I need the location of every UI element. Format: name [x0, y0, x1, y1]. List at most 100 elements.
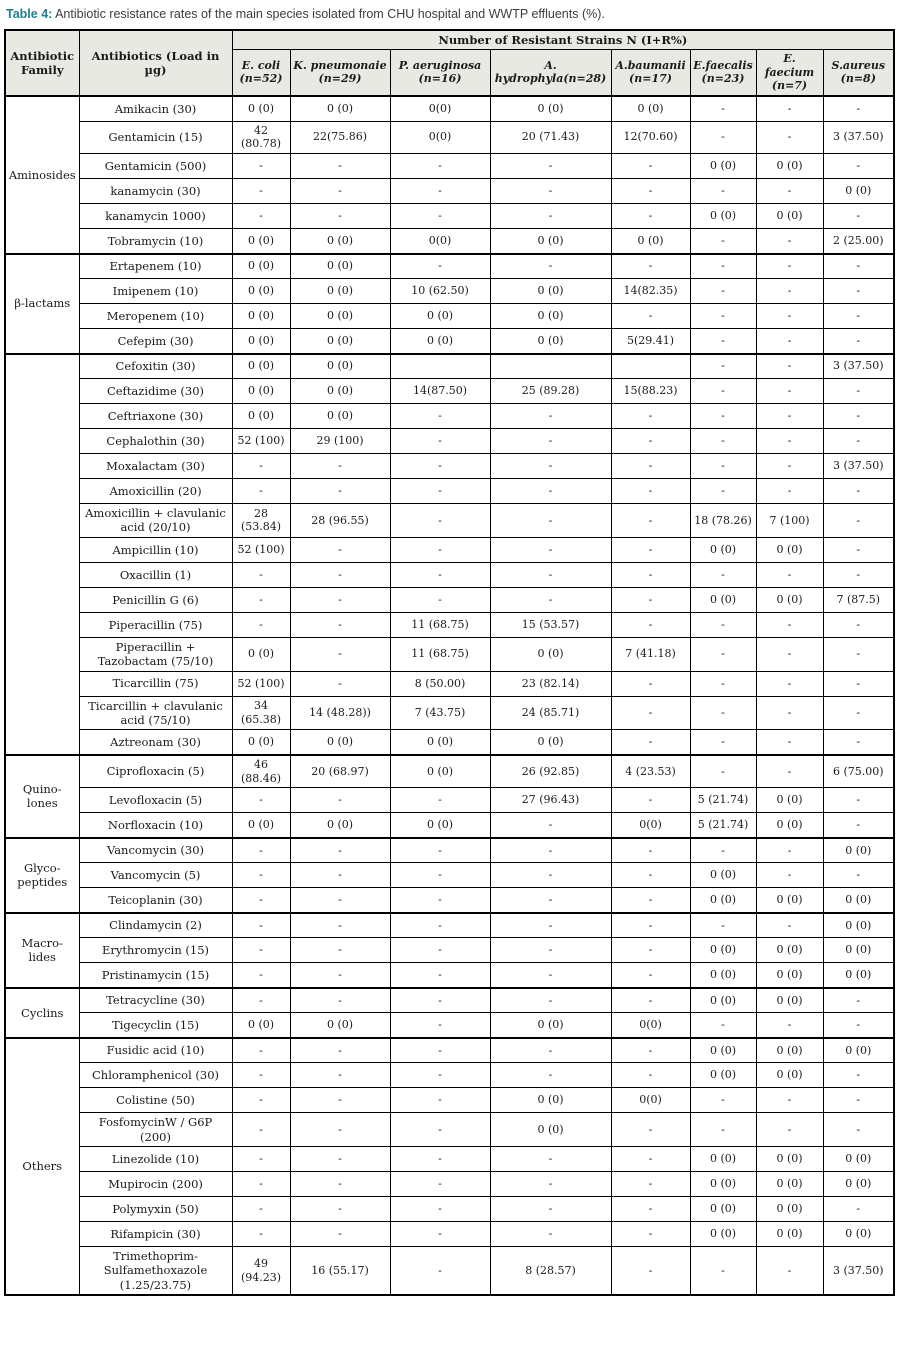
value-cell: -: [389, 1012, 491, 1039]
value-cell: 0 (0): [489, 95, 612, 122]
antibiotic-cell: Cephalothin (30): [78, 428, 233, 454]
value-cell: -: [489, 812, 612, 839]
value-cell: -: [289, 1171, 391, 1197]
value-cell: -: [610, 1171, 691, 1197]
value-cell: 0(0): [389, 95, 491, 122]
value-cell: 0 (0): [289, 303, 391, 329]
value-cell: -: [822, 1087, 895, 1114]
value-cell: -: [755, 695, 824, 731]
value-cell: -: [489, 1221, 612, 1247]
value-cell: 0 (0): [489, 636, 612, 672]
value-cell: 0 (0): [822, 1146, 895, 1172]
table-row: Others Fusidic acid (10) - - - - -0 (0) 0 (0) 0 …: [4, 1036, 895, 1296]
table-row: Tigecyclin (15) 0 (0) 0 (0) -0 (0) 0(0) - - -: [5, 1012, 895, 1039]
value-cell: -: [289, 862, 391, 889]
value-cell: 0 (0): [689, 203, 757, 229]
value-cell: 0 (0): [389, 812, 491, 839]
value-cell: -: [689, 120, 757, 154]
value-cell: [389, 352, 491, 379]
value-cell: 0 (0): [689, 1146, 757, 1172]
value-cell: 0 (0): [231, 95, 291, 122]
antibiotic-cell: Tobramycin (10): [78, 228, 233, 254]
value-cell: 0 (0): [755, 986, 824, 1014]
value-cell: 11 (68.75): [389, 636, 491, 672]
value-cell: -: [289, 203, 391, 229]
value-cell: 0 (0): [489, 228, 612, 254]
value-cell: -: [231, 1036, 291, 1064]
family-cell: Others: [4, 1036, 80, 1296]
value-cell: -: [489, 1171, 612, 1197]
value-cell: -: [689, 1246, 757, 1296]
value-cell: -: [822, 1196, 895, 1222]
value-cell: -: [389, 1062, 491, 1089]
value-cell: 0 (0): [689, 1196, 757, 1222]
value-cell: 0 (0): [822, 887, 895, 914]
antibiotic-cell: Polymyxin (50): [78, 1196, 233, 1222]
value-cell: -: [289, 561, 391, 588]
value-cell: -: [231, 836, 291, 864]
value-cell: 0 (0): [689, 1171, 757, 1197]
value-cell: 0 (0): [289, 252, 391, 279]
value-cell: -: [610, 478, 691, 504]
value-cell: -: [755, 911, 824, 939]
value-cell: 8 (28.57): [489, 1246, 612, 1296]
column-header-resistant-strains: Number of Resistant Strains N (I+R%): [231, 29, 895, 50]
value-cell: -: [389, 428, 491, 454]
value-cell: 0 (0): [822, 1036, 895, 1064]
value-cell: -: [231, 1112, 291, 1147]
value-cell: 0 (0): [231, 812, 291, 839]
value-cell: 0 (0): [755, 1146, 824, 1172]
value-cell: -: [689, 352, 757, 379]
value-cell: -: [289, 986, 391, 1014]
table-row: Moxalactam (30) - - - - - - -3 (37.50): [5, 453, 895, 479]
value-cell: -: [489, 937, 612, 964]
value-cell: -: [489, 911, 612, 939]
antibiotic-cell: Tetracycline (30): [78, 986, 233, 1014]
value-cell: -: [822, 503, 895, 538]
table-row: Meropenem (10) 0 (0) 0 (0) 0 (0) 0 (0) - - - -: [5, 303, 895, 329]
value-cell: -: [231, 153, 291, 179]
value-cell: -: [389, 561, 491, 588]
value-cell: -: [389, 178, 491, 204]
value-cell: -: [389, 862, 491, 889]
value-cell: 0 (0): [231, 636, 291, 672]
value-cell: 0 (0): [822, 1171, 895, 1197]
value-cell: -: [289, 536, 391, 563]
antibiotic-cell: kanamycin (30): [78, 178, 233, 204]
antibiotic-cell: Imipenem (10): [78, 278, 233, 304]
value-cell: -: [755, 478, 824, 504]
value-cell: -: [822, 403, 895, 429]
value-cell: 3 (37.50): [822, 120, 895, 154]
value-cell: 15(88.23): [610, 378, 691, 404]
value-cell: -: [755, 729, 824, 756]
value-cell: -: [289, 611, 391, 638]
antibiotic-cell: Ciprofloxacin (5): [78, 753, 233, 789]
value-cell: -: [231, 1221, 291, 1247]
value-cell: -: [489, 1196, 612, 1222]
table-row: Gentamicin (500) - - - - -0 (0) 0 (0) -: [5, 153, 895, 179]
table-row: Penicillin G (6) - - - - -0 (0) 0 (0) 7 (87.5): [5, 586, 895, 613]
value-cell: 0 (0): [689, 1036, 757, 1064]
value-cell: -: [755, 252, 824, 279]
value-cell: -: [689, 403, 757, 429]
value-cell: -: [822, 729, 895, 756]
value-cell: -: [231, 986, 291, 1014]
value-cell: 0 (0): [489, 1112, 612, 1147]
species-column-header: P. aeruginosa (n=16): [389, 48, 491, 97]
value-cell: 0 (0): [822, 178, 895, 204]
value-cell: -: [389, 586, 491, 613]
value-cell: -: [610, 695, 691, 731]
value-cell: 0 (0): [231, 228, 291, 254]
value-cell: 0 (0): [755, 1196, 824, 1222]
value-cell: -: [289, 911, 391, 939]
value-cell: 0 (0): [289, 328, 391, 354]
value-cell: 14 (48.28)): [289, 695, 391, 731]
value-cell: -: [231, 1087, 291, 1114]
value-cell: 0(0): [610, 1012, 691, 1039]
value-cell: 0 (0): [289, 228, 391, 254]
value-cell: -: [610, 1036, 691, 1064]
value-cell: -: [231, 561, 291, 588]
antibiotic-cell: Gentamicin (15): [78, 120, 233, 154]
value-cell: -: [389, 1221, 491, 1247]
value-cell: -: [389, 252, 491, 279]
